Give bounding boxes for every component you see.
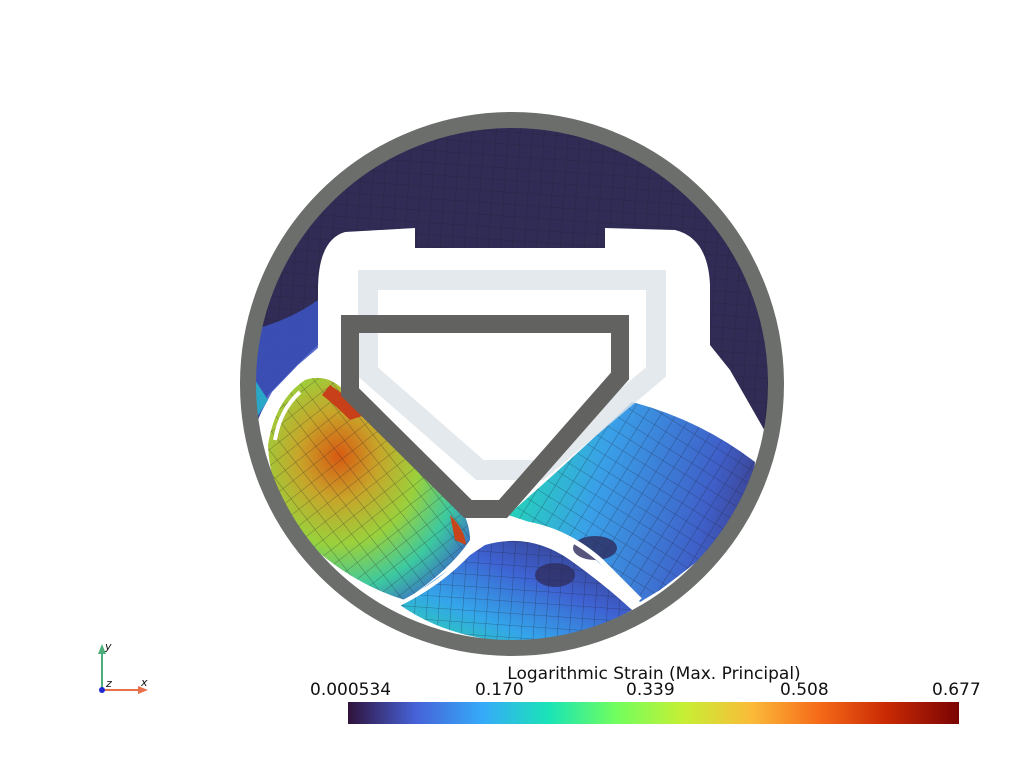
rigid-pentagon-frame <box>341 315 629 518</box>
z-axis-label: z <box>106 677 112 690</box>
left-wall-zone <box>254 300 318 430</box>
left-lobe-peak <box>322 385 365 420</box>
left-lobe-tip <box>450 515 466 545</box>
left-wall-hotspot <box>255 380 268 420</box>
right-lobe-mesh <box>508 402 755 602</box>
upper-seal-mesh <box>254 127 770 440</box>
gap-line-right <box>509 519 642 602</box>
y-axis-arrowhead <box>98 644 106 654</box>
colorbar-title: Logarithmic Strain (Max. Principal) <box>507 664 801 684</box>
colorbar-tick-4: 0.508 <box>780 680 829 700</box>
gap-line-bottom <box>394 548 474 608</box>
outer-housing-ring <box>240 112 784 656</box>
z-axis-dot <box>99 687 105 693</box>
x-axis-label: x <box>141 676 148 689</box>
colorbar-tick-3: 0.339 <box>626 680 675 700</box>
left-lobe-mesh <box>268 377 470 600</box>
x-axis-arrowhead <box>138 686 148 694</box>
gap-line-left <box>273 390 302 441</box>
right-lobe-low-zone <box>573 536 617 560</box>
colorbar-gradient <box>348 702 959 724</box>
bottom-lobe-low-zone <box>535 563 575 587</box>
y-axis-label: y <box>105 640 112 653</box>
colorbar-tick-2: 0.170 <box>475 680 524 700</box>
colorbar-tick-max: 0.677 <box>932 680 981 700</box>
colorbar-tick-min: 0.000534 <box>310 680 392 700</box>
